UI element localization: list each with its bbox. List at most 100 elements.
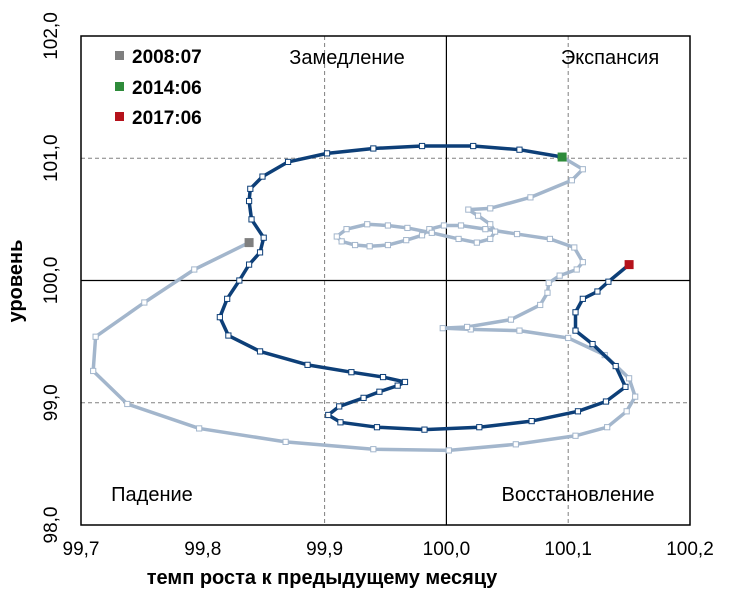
quadrant-label-top-left: Замедление: [289, 47, 404, 69]
data-point: [216, 314, 223, 321]
legend-swatch-2017-06: [115, 112, 124, 121]
data-point: [572, 327, 579, 334]
x-tick-label: 100,0: [423, 539, 471, 560]
x-axis-label: темп роста к предыдущему месяцу: [147, 567, 498, 589]
data-point: [507, 316, 515, 323]
data-point: [191, 266, 198, 273]
data-point: [196, 425, 203, 432]
data-point: [364, 221, 371, 228]
data-point: [556, 272, 563, 279]
data-point: [323, 150, 331, 157]
data-point: [440, 222, 448, 229]
data-point: [304, 361, 311, 368]
data-point: [343, 226, 350, 233]
data-point: [589, 340, 596, 348]
data-point: [384, 222, 392, 229]
data-point: [474, 212, 482, 219]
y-tick-label: 102,0: [41, 12, 62, 60]
data-point: [351, 241, 359, 249]
data-point: [579, 166, 586, 173]
series-layer: [90, 142, 639, 454]
data-point: [573, 266, 580, 273]
data-point: [366, 243, 373, 250]
data-point: [236, 277, 243, 284]
data-point: [333, 233, 340, 240]
x-tick-label: 99,7: [63, 539, 100, 560]
quadrant-label-bottom-right: Восстановление: [502, 484, 655, 506]
data-point: [439, 325, 446, 332]
data-point: [516, 327, 523, 334]
legend-label-2017-06: 2017:06: [132, 108, 202, 129]
data-point: [224, 295, 231, 302]
data-point: [528, 417, 535, 425]
legend-swatch-2014-06: [115, 82, 124, 91]
plot-frame: [80, 35, 691, 526]
x-tick-label: 99,9: [306, 539, 343, 560]
legend-label-2014-06: 2014:06: [132, 78, 202, 99]
y-tick-label: 101,0: [41, 134, 62, 182]
data-point: [464, 323, 471, 331]
data-point: [487, 205, 494, 212]
data-point: [282, 438, 289, 445]
y-tick-label: 98,0: [41, 507, 62, 544]
data-point: [256, 348, 264, 355]
legend: 2008:07 2014:06 2017:06: [115, 47, 202, 129]
data-point: [141, 299, 148, 306]
data-point: [124, 400, 131, 408]
reference-lines: [81, 36, 690, 525]
legend-swatch-2008-07: [115, 51, 124, 60]
data-point: [492, 228, 499, 235]
data-point: [482, 226, 489, 233]
quadrant-label-top-right: Экспансия: [561, 47, 659, 69]
data-point: [470, 142, 477, 150]
data-point: [632, 393, 639, 400]
quadrant-label-bottom-left: Падение: [111, 484, 193, 506]
data-point: [245, 197, 253, 205]
data-point: [544, 289, 551, 296]
highlight-marker-2008-07: [244, 238, 254, 248]
data-point: [626, 375, 633, 382]
data-point: [445, 447, 452, 454]
data-point: [418, 232, 426, 239]
data-point: [245, 261, 253, 268]
data-point: [537, 301, 544, 309]
data-point: [457, 222, 465, 229]
data-point: [512, 441, 519, 448]
data-point: [428, 229, 435, 236]
data-point: [338, 238, 345, 245]
data-point: [379, 373, 387, 381]
series-line: [91, 155, 637, 453]
data-point: [403, 237, 410, 244]
data-point: [476, 424, 483, 431]
data-point: [421, 426, 428, 433]
data-point: [579, 259, 586, 266]
data-point: [612, 362, 619, 370]
y-tick-label: 100,0: [41, 257, 62, 305]
y-tick-labels: 98,0 99,0 100,0 101,0 102,0: [41, 12, 62, 543]
data-point: [604, 424, 611, 431]
data-point: [225, 332, 232, 339]
data-point: [622, 383, 629, 390]
data-point: [516, 146, 523, 153]
data-point: [256, 249, 264, 256]
data-point: [574, 408, 582, 415]
legend-label-2008-07: 2008:07: [132, 47, 202, 68]
data-point: [545, 279, 552, 287]
data-point: [376, 388, 383, 395]
series-2: [216, 142, 634, 433]
highlight-marker-2014-06: [557, 152, 567, 162]
data-point: [401, 378, 409, 386]
highlight-marker-2017-06: [624, 260, 634, 270]
data-point: [284, 158, 292, 166]
data-point: [579, 295, 586, 302]
data-point: [605, 278, 612, 285]
data-point: [404, 224, 411, 232]
data-point: [248, 216, 255, 223]
x-tick-label: 100,2: [666, 539, 714, 560]
data-point: [513, 230, 521, 238]
data-point: [360, 394, 367, 401]
data-point: [394, 382, 401, 389]
x-tick-label: 99,8: [184, 539, 221, 560]
data-point: [602, 398, 610, 405]
